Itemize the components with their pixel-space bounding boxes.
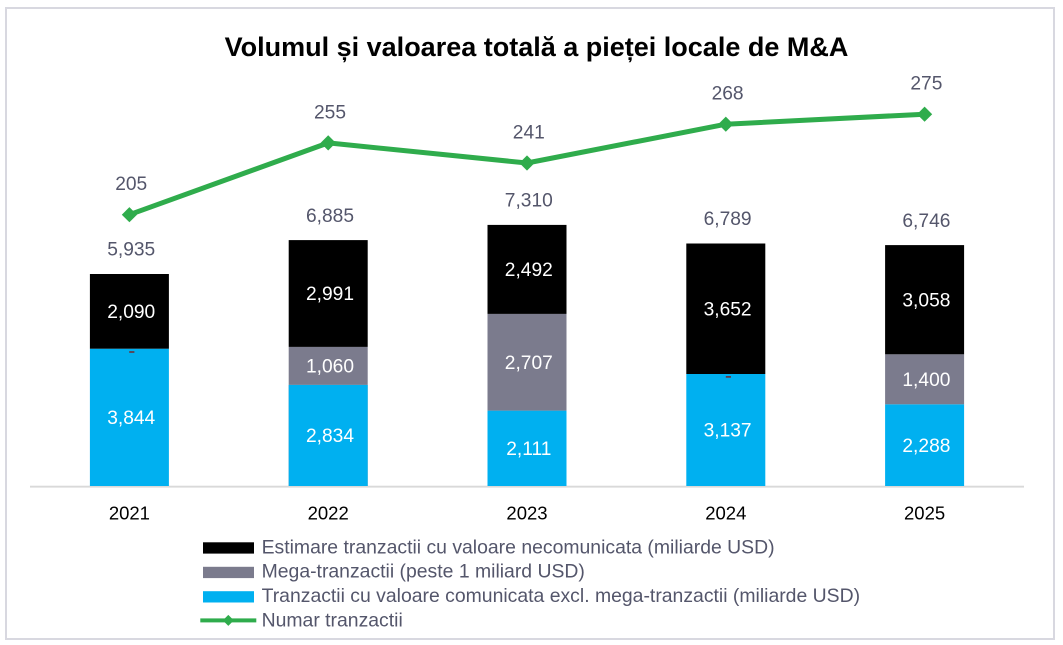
svg-text:2022: 2022: [308, 503, 349, 524]
svg-text:255: 255: [314, 102, 346, 123]
svg-text:2025: 2025: [904, 503, 945, 524]
svg-text:Estimare tranzactii cu valoare: Estimare tranzactii cu valoare necomunic…: [262, 536, 775, 558]
svg-text:5,935: 5,935: [107, 240, 155, 261]
svg-text:3,652: 3,652: [704, 299, 752, 320]
svg-text:Volumul și valoarea totală a p: Volumul și valoarea totală a pieței loca…: [225, 32, 849, 62]
svg-text:2,834: 2,834: [306, 426, 354, 447]
svg-text:Mega-tranzactii (peste 1 milia: Mega-tranzactii (peste 1 miliard USD): [262, 561, 585, 583]
svg-text:3,058: 3,058: [902, 290, 950, 311]
svg-text:6,885: 6,885: [306, 206, 354, 227]
svg-text:6,789: 6,789: [704, 209, 752, 230]
svg-text:2023: 2023: [506, 503, 547, 524]
svg-text:Numar tranzactii: Numar tranzactii: [262, 609, 403, 631]
svg-text:241: 241: [513, 122, 545, 143]
svg-text:205: 205: [115, 174, 147, 195]
svg-text:2,707: 2,707: [505, 353, 553, 374]
svg-text:275: 275: [910, 74, 942, 95]
svg-text:2,111: 2,111: [506, 439, 551, 460]
svg-text:1,060: 1,060: [306, 357, 354, 378]
svg-text:2,288: 2,288: [902, 436, 950, 457]
svg-text:2021: 2021: [109, 503, 150, 524]
svg-text:6,746: 6,746: [902, 211, 950, 232]
svg-text:2,492: 2,492: [505, 260, 553, 281]
svg-text:2,991: 2,991: [306, 284, 354, 305]
svg-text:3,137: 3,137: [704, 421, 752, 442]
svg-text:2024: 2024: [705, 503, 746, 524]
svg-text:1,400: 1,400: [902, 370, 950, 391]
svg-text:2,090: 2,090: [107, 302, 155, 323]
svg-text:7,310: 7,310: [505, 191, 553, 212]
svg-text:3,844: 3,844: [107, 408, 155, 429]
svg-text:Tranzactii cu valoare comunica: Tranzactii cu valoare comunicata excl. m…: [262, 585, 860, 607]
svg-text:268: 268: [712, 84, 744, 105]
